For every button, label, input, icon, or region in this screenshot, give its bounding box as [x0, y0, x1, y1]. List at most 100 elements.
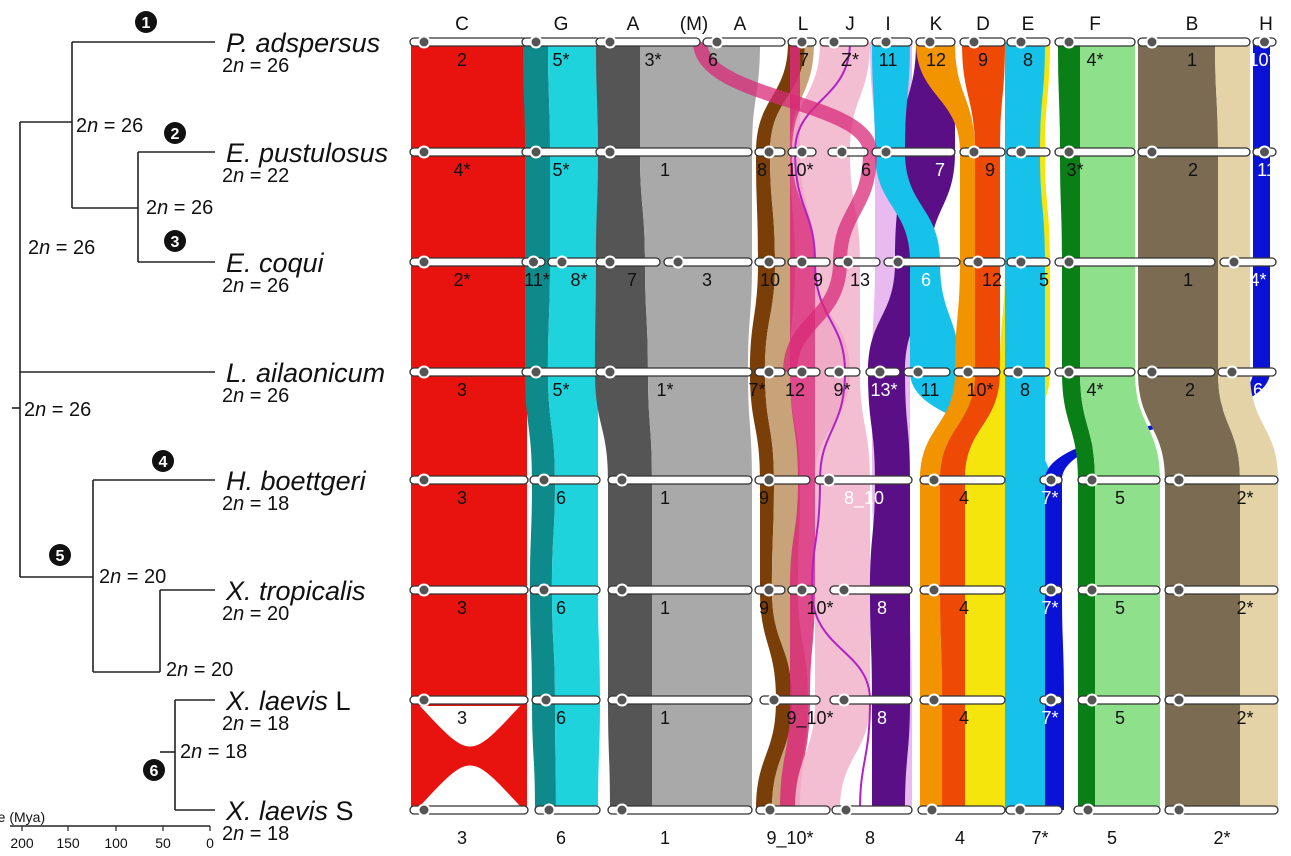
ribbon-K — [916, 42, 975, 810]
chromosome-label: 3* — [1066, 160, 1083, 180]
column-header: K — [930, 14, 943, 35]
centromere — [837, 583, 851, 597]
centromere — [841, 255, 855, 269]
column-header: D — [976, 14, 990, 35]
column-header: F — [1089, 14, 1101, 35]
centromere — [537, 583, 551, 597]
centromere — [671, 255, 685, 269]
centromere — [762, 583, 776, 597]
species-name: E. pustulosus — [226, 138, 388, 168]
time-axis-tick-label: 150 — [56, 835, 80, 851]
time-axis-tick-label: 0 — [206, 835, 214, 851]
time-axis-tick-label: 100 — [104, 835, 128, 851]
chromosome-label: 1 — [660, 160, 670, 180]
time-axis-tick-label: 200 — [10, 835, 34, 851]
chromosome-bar — [1073, 805, 1161, 815]
chromosome-label: 9 — [813, 270, 823, 290]
event-number: 4 — [159, 454, 168, 471]
chromosome-label: 7 — [799, 50, 809, 70]
chromosome-label: 2* — [1236, 708, 1253, 728]
chromosome-label: 6 — [861, 160, 871, 180]
chromosome-label: 4* — [1086, 50, 1103, 70]
chromosome-bar — [829, 585, 913, 595]
chromosome-label: 6 — [556, 708, 566, 728]
species-chromosome-number: 2n = 18 — [222, 493, 289, 515]
chromosome-label: 9* — [833, 380, 850, 400]
chromosome-label: 8 — [1023, 50, 1033, 70]
chromosome-label: 4 — [959, 708, 969, 728]
centromere — [1062, 255, 1076, 269]
centromere — [762, 365, 776, 379]
node-chromosome-label: 2n = 18 — [180, 741, 247, 763]
centromere — [1014, 35, 1028, 49]
chromosome-bar — [903, 367, 951, 377]
chromosome-bar — [409, 695, 529, 705]
ribbon-L-dark — [750, 42, 805, 810]
centromere — [911, 365, 925, 379]
time-axis-title: Time (Mya) — [0, 809, 45, 825]
event-number: 5 — [56, 548, 65, 565]
ribbon-B-dark — [1138, 42, 1240, 810]
centromere — [927, 583, 941, 597]
chromosome-label: 3 — [457, 380, 467, 400]
event-number: 3 — [171, 234, 180, 251]
centromere — [832, 365, 846, 379]
centromere — [795, 255, 809, 269]
chromosome-bar — [919, 695, 1006, 705]
node-chromosome-label: 2n = 26 — [28, 237, 95, 259]
phylogenetic-tree: 2n = 26 2n = 26 2n = 26 2n = 26 2n = 20 2n = … — [0, 11, 388, 851]
chromosome-bar — [833, 257, 881, 267]
centromere — [417, 583, 431, 597]
ribbon-E-cyan — [872, 42, 1052, 810]
centromere — [927, 473, 941, 487]
centromere — [1145, 145, 1159, 159]
species-name: L. ailaonicum — [226, 358, 385, 388]
event-marker — [143, 759, 165, 781]
chromosome-label: 9 — [985, 160, 995, 180]
chromosome-label: 9 — [978, 50, 988, 70]
ribbon-A-light — [640, 42, 760, 810]
centromere — [615, 473, 629, 487]
ribbon-M-stream — [693, 40, 878, 373]
ribbon-gap — [420, 765, 520, 806]
chromosome-label: 13* — [870, 380, 897, 400]
chromosome-label: 6 — [921, 270, 931, 290]
chromosome-label: 12 — [785, 380, 805, 400]
chromosome-label: 2 — [457, 50, 467, 70]
chromosome-label: 3 — [457, 598, 467, 618]
centromere — [767, 693, 781, 707]
centromere — [603, 365, 617, 379]
chromosome-label: 1 — [660, 598, 670, 618]
node-chromosome-label: 2n = 20 — [99, 566, 166, 588]
centromere — [615, 803, 629, 817]
ribbon-B-light — [1215, 42, 1278, 810]
centromere — [879, 145, 893, 159]
centromere — [1081, 803, 1095, 817]
centromere — [539, 693, 553, 707]
species-chromosome-number: 2n = 18 — [222, 713, 289, 735]
chromosome-label: 1 — [1183, 270, 1193, 290]
centromere — [837, 693, 851, 707]
centromere — [891, 255, 905, 269]
centromere — [615, 693, 629, 707]
centromere — [1062, 145, 1076, 159]
centromere — [762, 145, 776, 159]
chromosome-label: 2 — [1188, 160, 1198, 180]
chromosome-label: 8 — [757, 160, 767, 180]
chromosome-label: 8 — [1020, 380, 1030, 400]
centromere — [971, 255, 985, 269]
chromosome-bar — [1137, 37, 1251, 47]
event-number: 2 — [171, 126, 180, 143]
centromere — [603, 145, 617, 159]
chromosome-label: 1 — [1187, 50, 1197, 70]
centromere — [762, 255, 776, 269]
chromosome-bar — [829, 695, 913, 705]
centromere — [927, 693, 941, 707]
chromosome-label: Z* — [841, 50, 859, 70]
ribbon-gap — [420, 706, 520, 747]
species-chromosome-number: 2n = 22 — [222, 165, 289, 187]
chromosome-bar — [1006, 37, 1051, 47]
centromere — [1172, 693, 1186, 707]
chromosome-label: 8_10 — [844, 488, 884, 509]
column-header: L — [798, 14, 809, 35]
